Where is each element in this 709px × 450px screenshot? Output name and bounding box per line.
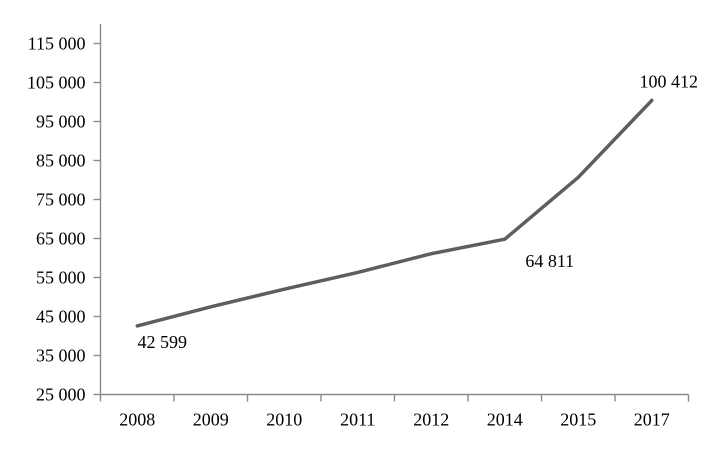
y-axis-tick-label: 55 000 xyxy=(36,268,86,288)
x-axis-tick-label: 2009 xyxy=(193,410,229,430)
y-axis-tick-label: 85 000 xyxy=(36,151,86,171)
y-axis-tick-label: 95 000 xyxy=(36,112,86,132)
y-axis-tick-label: 75 000 xyxy=(36,190,86,210)
y-axis-tick-label: 105 000 xyxy=(27,73,86,93)
y-axis-tick-label: 25 000 xyxy=(36,385,86,405)
x-axis-tick-label: 2017 xyxy=(634,410,670,430)
x-axis-tick-label: 2014 xyxy=(487,410,523,430)
x-axis-tick-label: 2015 xyxy=(560,410,596,430)
y-axis-tick-label: 115 000 xyxy=(28,34,86,54)
x-axis-tick-label: 2010 xyxy=(266,410,302,430)
series-line xyxy=(135,98,654,328)
x-axis-tick-label: 2011 xyxy=(340,410,375,430)
y-axis-tick-label: 35 000 xyxy=(36,346,86,366)
x-axis-tick-label: 2012 xyxy=(413,410,449,430)
data-label: 100 412 xyxy=(640,71,699,91)
data-label: 64 811 xyxy=(525,251,574,271)
y-axis-tick-label: 65 000 xyxy=(36,229,86,249)
data-label: 42 599 xyxy=(138,332,188,352)
y-axis-tick-label: 45 000 xyxy=(36,307,86,327)
x-axis-tick-label: 2008 xyxy=(119,410,155,430)
